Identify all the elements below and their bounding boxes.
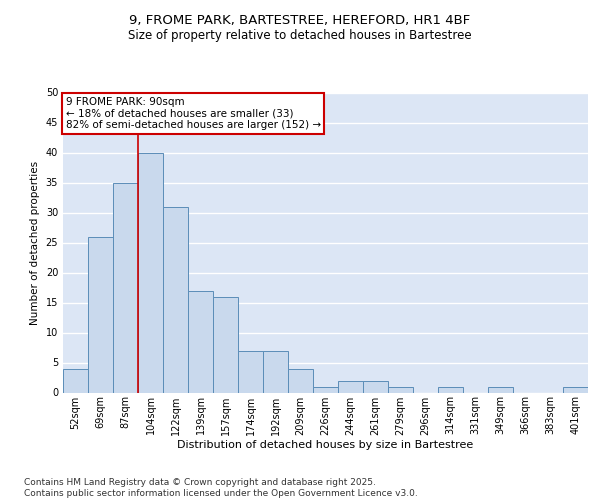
- Bar: [113, 182, 138, 392]
- Text: 9 FROME PARK: 90sqm
← 18% of detached houses are smaller (33)
82% of semi-detach: 9 FROME PARK: 90sqm ← 18% of detached ho…: [65, 97, 321, 130]
- Bar: [263, 350, 288, 393]
- Y-axis label: Number of detached properties: Number of detached properties: [30, 160, 40, 324]
- Text: Contains HM Land Registry data © Crown copyright and database right 2025.
Contai: Contains HM Land Registry data © Crown c…: [24, 478, 418, 498]
- Bar: [388, 386, 413, 392]
- Bar: [488, 386, 513, 392]
- Bar: [213, 296, 238, 392]
- Bar: [288, 368, 313, 392]
- Bar: [238, 350, 263, 393]
- Bar: [63, 368, 88, 392]
- Bar: [188, 290, 213, 392]
- Bar: [163, 206, 188, 392]
- Text: 9, FROME PARK, BARTESTREE, HEREFORD, HR1 4BF: 9, FROME PARK, BARTESTREE, HEREFORD, HR1…: [130, 14, 470, 27]
- Bar: [88, 236, 113, 392]
- Bar: [338, 380, 363, 392]
- Bar: [313, 386, 338, 392]
- Bar: [363, 380, 388, 392]
- X-axis label: Distribution of detached houses by size in Bartestree: Distribution of detached houses by size …: [178, 440, 473, 450]
- Bar: [438, 386, 463, 392]
- Text: Size of property relative to detached houses in Bartestree: Size of property relative to detached ho…: [128, 28, 472, 42]
- Bar: [563, 386, 588, 392]
- Bar: [138, 152, 163, 392]
